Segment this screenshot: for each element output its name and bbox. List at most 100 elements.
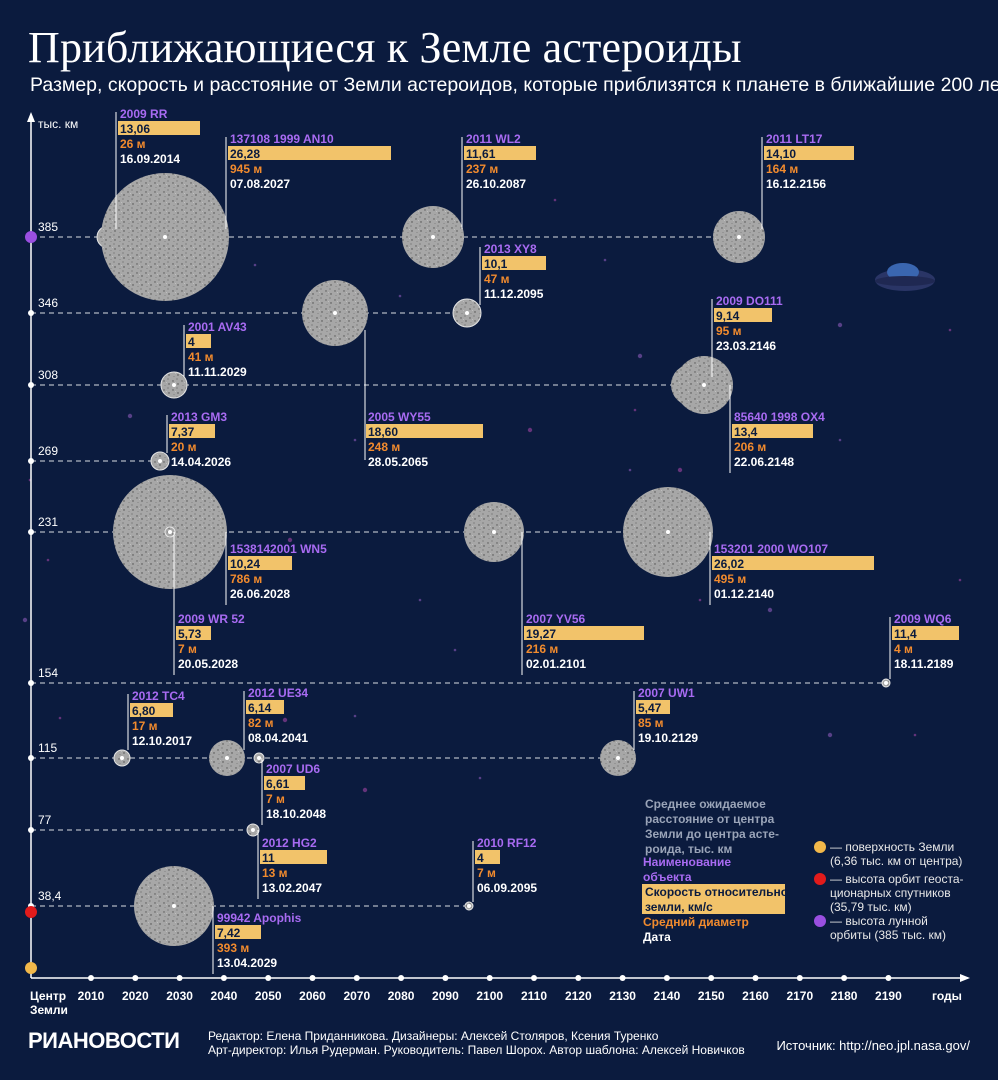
key-speed-bar	[642, 884, 785, 914]
page-subtitle: Размер, скорость и расстояние от Земли а…	[30, 74, 998, 96]
asteroid-date: 14.04.2026	[171, 455, 231, 469]
asteroid-speed: 26,02	[714, 557, 744, 571]
asteroid-diameter: 41 м	[188, 350, 214, 364]
asteroid-center-dot	[333, 311, 337, 315]
star	[837, 322, 843, 328]
legend-geo-dot	[814, 873, 826, 885]
x-tick-label: 2020	[122, 989, 149, 1003]
asteroid-center-dot	[702, 383, 706, 387]
x-tick-dot	[841, 975, 848, 981]
x-tick-label: 2070	[343, 989, 370, 1003]
x-tick-dot	[442, 975, 449, 981]
asteroid-speed: 9,14	[716, 309, 740, 323]
asteroid-diameter: 4 м	[894, 642, 913, 656]
star	[603, 258, 607, 262]
asteroid-speed: 26,28	[230, 147, 260, 161]
x-axis-label: годы	[932, 989, 962, 1003]
x-tick-dot	[619, 975, 626, 981]
asteroid-speed: 4	[188, 335, 195, 349]
y-tick-label: 385	[38, 220, 58, 234]
asteroid-speed: 18,60	[368, 425, 398, 439]
x-axis-arrow	[960, 974, 970, 982]
asteroid-date: 02.01.2101	[526, 657, 586, 671]
moon-orbit-marker	[25, 231, 37, 243]
asteroid-name: 2009 WR 52	[178, 612, 245, 626]
x-tick-label: 2170	[786, 989, 813, 1003]
asteroid-name: 2005 WY55	[368, 410, 431, 424]
x-tick-label: 2130	[609, 989, 636, 1003]
star	[527, 427, 533, 433]
asteroid-date: 13.02.2047	[262, 881, 322, 895]
asteroid-diameter: 206 м	[734, 440, 766, 454]
asteroid-center-dot	[251, 828, 255, 832]
speed-bar	[524, 626, 644, 640]
asteroid-date: 13.04.2029	[217, 956, 277, 970]
asteroid-name: 2011 WL2	[466, 132, 521, 146]
star	[353, 438, 357, 442]
star	[398, 294, 402, 298]
x-tick-dot	[575, 975, 582, 981]
asteroid-speed: 6,14	[248, 701, 272, 715]
star	[767, 607, 773, 613]
star	[478, 776, 482, 780]
credits-line-1: Редактор: Елена Приданникова. Дизайнеры:…	[208, 1029, 659, 1043]
x-tick-dot	[353, 975, 360, 981]
y-tick-label: 308	[38, 368, 58, 382]
x-tick-dot	[220, 975, 227, 981]
x-tick-label: 2180	[831, 989, 858, 1003]
speed-bar	[215, 925, 261, 939]
speed-bar	[366, 424, 483, 438]
key-diameter: Средний диаметр	[643, 915, 749, 929]
asteroid-bubbles	[96, 173, 891, 946]
star	[838, 438, 842, 442]
x-tick-dot	[486, 975, 493, 981]
credits-line-2: Арт-директор: Илья Рудерман. Руководител…	[208, 1043, 745, 1057]
asteroid-center-dot	[465, 311, 469, 315]
speed-bar	[732, 424, 813, 438]
asteroid-date: 16.09.2014	[120, 152, 180, 166]
asteroid-speed: 13,4	[734, 425, 758, 439]
asteroid-diameter: 945 м	[230, 162, 262, 176]
footer-credits: Редактор: Елена Приданникова. Дизайнеры:…	[208, 1029, 745, 1057]
x-tick-label: 2090	[432, 989, 459, 1003]
speed-bar	[130, 703, 173, 717]
x-tick-label: 2120	[565, 989, 592, 1003]
star	[253, 263, 257, 267]
asteroid-diameter: 393 м	[217, 941, 249, 955]
asteroid-diameter: 7 м	[477, 866, 496, 880]
speed-bar	[260, 850, 327, 864]
star	[418, 598, 422, 602]
y-tick-label: 115	[38, 741, 57, 755]
legend-moon-dot	[814, 915, 826, 927]
asteroid-diameter: 82 м	[248, 716, 274, 730]
asteroid-date: 19.10.2129	[638, 731, 698, 745]
asteroid-diameter: 13 м	[262, 866, 288, 880]
x-tick-label: 2050	[255, 989, 282, 1003]
x-tick-dot	[398, 975, 405, 981]
asteroid-name: 85640 1998 OX4	[734, 410, 825, 424]
page-title: Приближающиеся к Земле астероиды	[28, 23, 742, 72]
star	[22, 617, 28, 623]
legend-earth-dot	[814, 841, 826, 853]
asteroid-speed: 11,61	[466, 147, 496, 161]
asteroid-diameter: 95 м	[716, 324, 742, 338]
axes: тыс. км 2010 2020 2030 2040 2050 2060 2070 2080 2…	[25, 112, 970, 1017]
ria-logo: РИАНОВОСТИ	[28, 1028, 180, 1054]
speed-bar	[636, 700, 670, 714]
asteroid-diameter: 786 м	[230, 572, 262, 586]
speed-bar	[264, 776, 305, 790]
asteroid-center-dot	[163, 235, 167, 239]
asteroid-center-dot	[492, 530, 496, 534]
y-axis-label: тыс. км	[38, 117, 78, 131]
star	[958, 578, 962, 582]
speed-bar	[176, 626, 211, 640]
asteroid-name: 2009 DO111	[716, 294, 783, 308]
x-tick-label: 2140	[654, 989, 681, 1003]
x-tick-label: 2060	[299, 989, 326, 1003]
asteroid-date: 01.12.2140	[714, 587, 774, 601]
asteroid-name: 2013 XY8	[484, 242, 537, 256]
asteroid-center-dot	[225, 756, 229, 760]
asteroid-date: 26.06.2028	[230, 587, 290, 601]
